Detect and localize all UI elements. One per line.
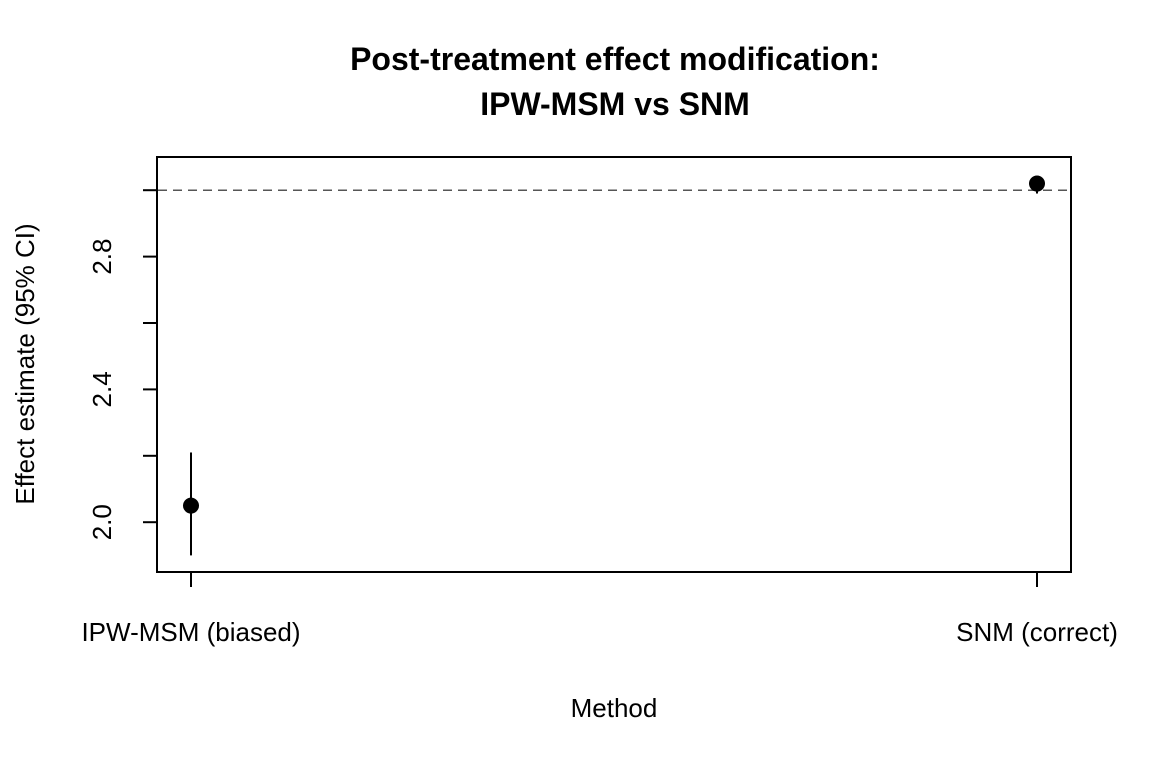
x-axis: IPW-MSM (biased) SNM (correct) [81, 572, 1118, 647]
x-axis-tick-label: SNM (correct) [956, 617, 1118, 647]
plot-area-frame [156, 156, 1072, 573]
y-axis-tick-label: 2.0 [87, 504, 117, 540]
chart-title: Post-treatment effect modification: IPW-… [350, 41, 880, 122]
chart-title-line-2: IPW-MSM vs SNM [480, 86, 750, 122]
y-axis: 2.0 2.4 2.8 [87, 189, 157, 540]
estimate-point [183, 497, 199, 514]
y-axis-title: Effect estimate (95% CI) [10, 223, 40, 504]
data-points-layer [183, 175, 1045, 556]
estimate-point [1029, 175, 1045, 192]
y-axis-tick-label: 2.4 [87, 371, 117, 407]
chart-title-line-1: Post-treatment effect modification: [350, 41, 880, 77]
x-axis-title: Method [571, 693, 658, 723]
x-axis-tick-label: IPW-MSM (biased) [81, 617, 300, 647]
y-axis-tick-label: 2.8 [87, 239, 117, 275]
